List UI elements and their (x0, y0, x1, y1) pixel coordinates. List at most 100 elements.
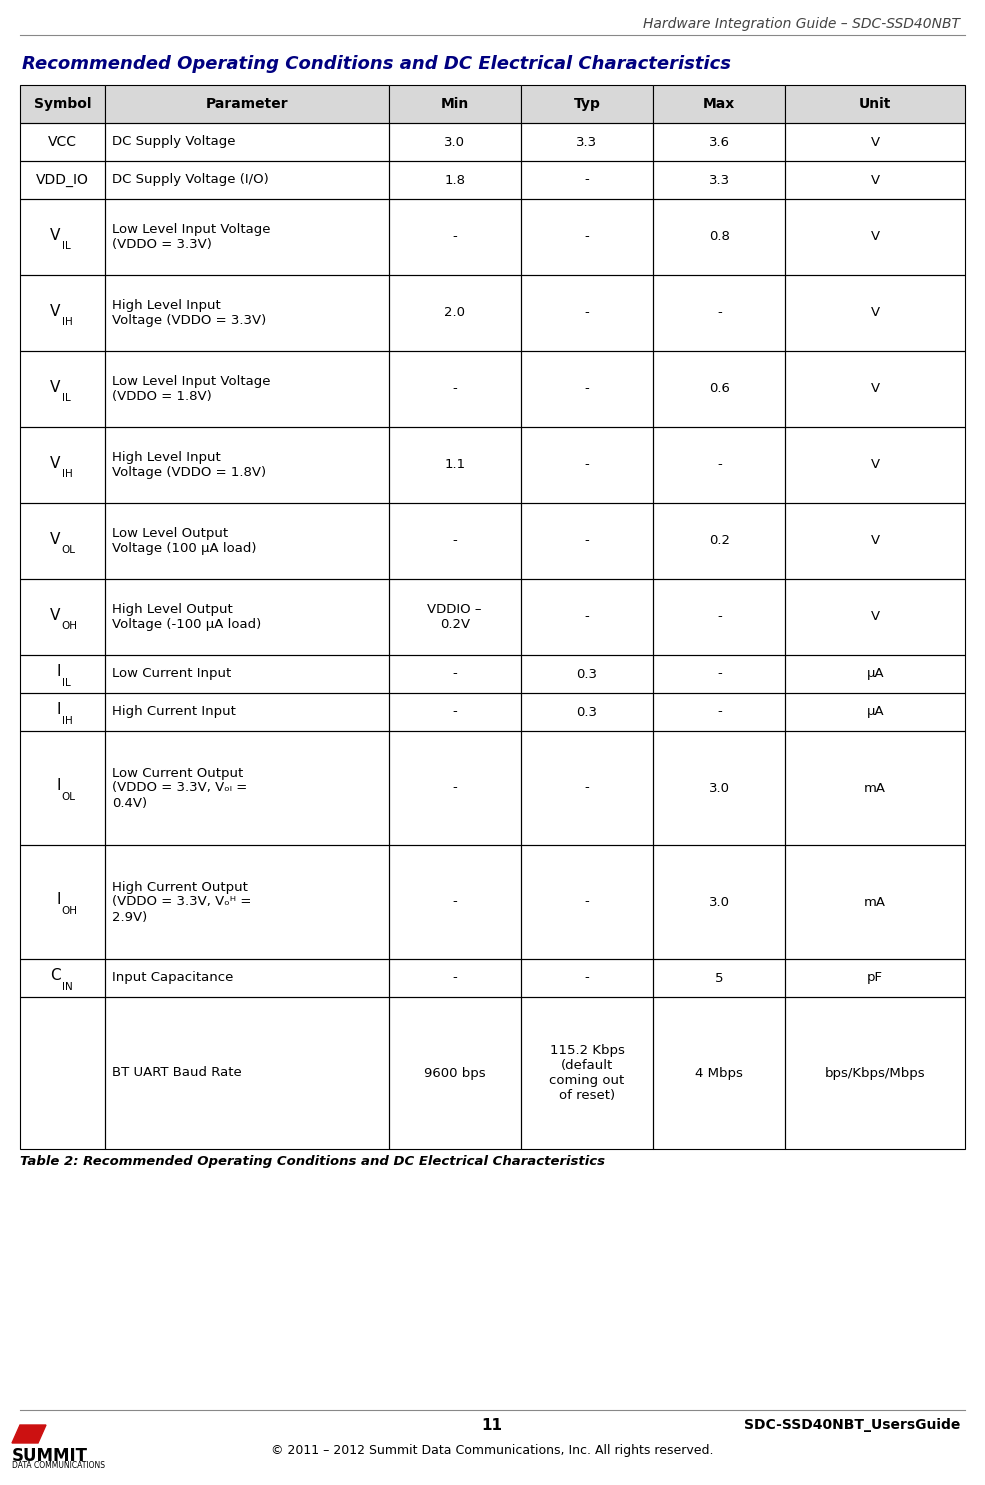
Text: 0.8: 0.8 (709, 230, 730, 244)
Bar (388, 123, 521, 160)
Text: -: - (585, 459, 589, 472)
Text: IH: IH (61, 716, 72, 726)
Text: Max: Max (703, 97, 736, 111)
Bar (388, 350, 521, 428)
Text: V: V (50, 303, 60, 318)
Text: -: - (585, 174, 589, 187)
Text: VDD_IO: VDD_IO (36, 172, 89, 187)
Text: Symbol: Symbol (33, 97, 92, 111)
Bar (105, 655, 388, 693)
Text: 1.8: 1.8 (444, 174, 465, 187)
Text: 4 Mbps: 4 Mbps (695, 1066, 744, 1080)
Text: IN: IN (61, 982, 72, 992)
Text: 0.3: 0.3 (576, 705, 598, 719)
Bar (521, 959, 653, 996)
Text: 11: 11 (482, 1418, 502, 1433)
Bar (105, 428, 388, 503)
Bar (388, 160, 521, 199)
Bar (521, 123, 653, 160)
Polygon shape (12, 1426, 46, 1443)
Bar (20, 655, 105, 693)
Bar (20, 428, 105, 503)
Text: 2.0: 2.0 (444, 306, 465, 319)
Text: BT UART Baud Rate: BT UART Baud Rate (112, 1066, 241, 1080)
Bar (521, 655, 653, 693)
Bar (105, 85, 388, 123)
Text: V: V (50, 532, 60, 546)
Bar (785, 579, 965, 655)
Bar (20, 731, 105, 845)
Bar (388, 275, 521, 350)
Bar (105, 731, 388, 845)
Text: -: - (585, 781, 589, 794)
Text: 0.6: 0.6 (709, 383, 730, 395)
Text: -: - (717, 459, 722, 472)
Text: High Level Input
Voltage (VDDO = 1.8V): High Level Input Voltage (VDDO = 1.8V) (112, 451, 266, 480)
Bar (388, 503, 521, 579)
Bar (785, 160, 965, 199)
Text: IL: IL (61, 394, 70, 402)
Bar (521, 85, 653, 123)
Bar (653, 959, 785, 996)
Text: -: - (452, 230, 457, 244)
Text: -: - (717, 705, 722, 719)
Bar (521, 85, 653, 123)
Bar (388, 199, 521, 275)
Text: V: V (871, 459, 880, 472)
Text: -: - (585, 610, 589, 624)
Bar (105, 160, 388, 199)
Text: Input Capacitance: Input Capacitance (112, 971, 233, 985)
Text: © 2011 – 2012 Summit Data Communications, Inc. All rights reserved.: © 2011 – 2012 Summit Data Communications… (271, 1443, 713, 1457)
Bar (653, 85, 785, 123)
Text: 3.0: 3.0 (709, 781, 730, 794)
Text: Table 2: Recommended Operating Conditions and DC Electrical Characteristics: Table 2: Recommended Operating Condition… (20, 1155, 605, 1169)
Text: μA: μA (867, 667, 885, 680)
Text: DC Supply Voltage: DC Supply Voltage (112, 135, 235, 148)
Bar (653, 845, 785, 959)
Bar (521, 503, 653, 579)
Bar (653, 693, 785, 731)
Text: IL: IL (61, 679, 70, 688)
Bar (785, 655, 965, 693)
Bar (105, 85, 388, 123)
Text: -: - (452, 971, 457, 985)
Bar (20, 123, 105, 160)
Bar (521, 845, 653, 959)
Text: Min: Min (440, 97, 469, 111)
Bar (105, 503, 388, 579)
Bar (105, 693, 388, 731)
Text: I: I (56, 778, 60, 793)
Text: C: C (50, 968, 60, 983)
Text: OH: OH (61, 906, 78, 916)
Bar (653, 579, 785, 655)
Bar (388, 85, 521, 123)
Text: DC Supply Voltage (I/O): DC Supply Voltage (I/O) (112, 174, 269, 187)
Text: V: V (871, 135, 880, 148)
Bar (388, 655, 521, 693)
Text: Parameter: Parameter (206, 97, 289, 111)
Bar (653, 199, 785, 275)
Bar (105, 845, 388, 959)
Text: VCC: VCC (48, 135, 77, 148)
Bar (20, 845, 105, 959)
Bar (105, 959, 388, 996)
Bar (20, 503, 105, 579)
Bar (521, 350, 653, 428)
Bar (653, 160, 785, 199)
Text: I: I (56, 702, 60, 717)
Text: IH: IH (61, 316, 72, 327)
Bar (105, 123, 388, 160)
Bar (653, 85, 785, 123)
Text: -: - (585, 535, 589, 548)
Text: SUMMIT: SUMMIT (12, 1446, 88, 1466)
Text: -: - (452, 667, 457, 680)
Bar (785, 199, 965, 275)
Text: IL: IL (61, 241, 70, 251)
Text: 0.3: 0.3 (576, 667, 598, 680)
Text: 115.2 Kbps
(default
coming out
of reset): 115.2 Kbps (default coming out of reset) (550, 1044, 624, 1102)
Bar (20, 579, 105, 655)
Text: -: - (717, 610, 722, 624)
Bar (105, 579, 388, 655)
Text: -: - (452, 383, 457, 395)
Text: High Current Output
(VDDO = 3.3V, Vₒᴴ =
2.9V): High Current Output (VDDO = 3.3V, Vₒᴴ = … (112, 881, 251, 924)
